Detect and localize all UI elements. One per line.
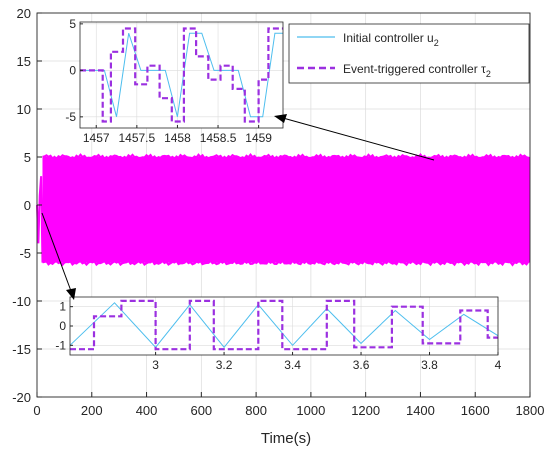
inset-y-tick-label: -5 [65,110,76,124]
legend: Initial controller u2 Event-triggered co… [288,23,530,84]
inset-y-tick-label: 5 [69,17,76,31]
x-tick-label: 600 [190,403,212,418]
main-tick-labels: 0 200 400 600 800 1000 1200 1400 1600 1800-20-15-… [12,6,544,418]
inset-y-tick-label: -1 [55,338,66,352]
main-axes [36,12,531,398]
arrow-to-bottom-inset [41,212,72,292]
inset-x-tick-label: 1457.5 [118,131,155,145]
inset-top-panel: 1457 1457.5 1458 1458.5 1459 -5 0 5 [65,17,284,145]
y-tick-label: 10 [17,102,31,117]
x-tick-label: 200 [81,403,103,418]
event-signal-band [42,157,530,263]
y-tick-label: -5 [19,246,31,261]
inset-x-tick-label: 3 [152,358,159,372]
legend-label-event: Event-triggered controller τ2 [343,62,491,79]
legend-box [288,23,530,84]
x-axis-label: Time(s) [261,430,311,447]
inset-x-tick-label: 1458.5 [200,131,237,145]
x-tick-label: 1600 [461,403,490,418]
x-tick-label: 1400 [406,403,435,418]
arrow-to-top-inset [282,117,435,161]
inset-y-tick-label: 0 [69,63,76,77]
inset-series-event [80,27,283,123]
inset-y-tick-label: 0 [59,319,66,333]
arrow-head-top [274,114,287,123]
band-lower-edge [42,258,530,267]
zoom-arrows [41,114,435,300]
inset-bottom-panel: 3 3.2 3.4 3.6 3.8 4 -1 0 1 [55,296,502,372]
inset-axes-box [79,21,284,129]
x-tick-label: 1200 [351,403,380,418]
y-tick-label: 15 [17,54,31,69]
inset-x-tick-label: 4 [495,358,502,372]
y-tick-label: -15 [12,342,31,357]
x-tick-label: 800 [245,403,267,418]
arrow-head-bottom [66,288,76,300]
inset-x-tick-label: 1457 [83,131,110,145]
legend-label-initial: Initial controller u2 [343,31,439,48]
y-tick-label: 20 [17,6,31,21]
inset-x-tick-label: 1458 [164,131,191,145]
x-tick-label: 1000 [296,403,325,418]
inset-x-tick-label: 1459 [245,131,272,145]
band-upper-edge [42,153,529,161]
x-tick-label: 400 [136,403,158,418]
inset-x-tick-label: 3.8 [421,358,438,372]
y-tick-label: 5 [24,150,31,165]
inset-series-event [70,299,498,351]
x-tick-label: 1800 [516,403,545,418]
oscillation-band [36,153,530,267]
y-tick-label: -10 [12,294,31,309]
x-tick-label: 0 [33,403,40,418]
y-tick-label: 0 [24,198,31,213]
inset-x-tick-label: 3.2 [216,358,233,372]
inset-x-tick-label: 3.4 [284,358,301,372]
y-tick-label: -20 [12,390,31,405]
inset-y-tick-label: 1 [59,300,66,314]
inset-x-tick-label: 3.6 [353,358,370,372]
